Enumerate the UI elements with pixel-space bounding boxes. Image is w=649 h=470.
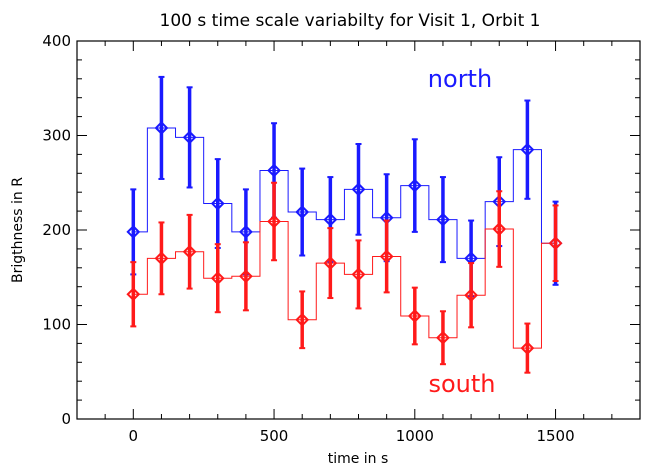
x-axis-label: time in s bbox=[328, 451, 389, 467]
x-axis: 0 500 1000 1500 bbox=[76, 41, 641, 445]
data-point-south bbox=[295, 312, 310, 327]
data-point-south bbox=[267, 214, 281, 229]
data-point-north bbox=[210, 196, 225, 211]
data-point-north bbox=[238, 224, 253, 239]
data-point-north bbox=[436, 212, 450, 227]
y-tick-label: 300 bbox=[42, 127, 71, 145]
data-point-north bbox=[323, 212, 338, 227]
y-axis: 0 100 200 300 400 bbox=[42, 32, 640, 428]
data-point-north bbox=[154, 121, 169, 135]
data-point-south bbox=[379, 249, 394, 264]
data-point-south bbox=[436, 330, 450, 345]
series-layer bbox=[126, 75, 563, 374]
x-tick-label: 500 bbox=[260, 427, 289, 445]
data-point-north bbox=[182, 130, 197, 145]
data-point-south bbox=[464, 288, 479, 303]
data-point-north bbox=[126, 224, 141, 239]
y-tick-label: 100 bbox=[42, 316, 71, 334]
chart-title: 100 s time scale variabilty for Visit 1,… bbox=[160, 11, 541, 31]
series-label-north: north bbox=[428, 65, 492, 93]
data-point-south bbox=[351, 267, 366, 282]
series-south bbox=[126, 181, 563, 374]
series-label-south: south bbox=[428, 370, 495, 398]
data-point-north bbox=[267, 163, 281, 178]
x-tick-label: 1500 bbox=[536, 427, 574, 445]
y-axis-label: Brigthness in R bbox=[10, 177, 26, 283]
x-tick-label: 0 bbox=[129, 427, 139, 445]
y-tick-label: 200 bbox=[42, 221, 71, 239]
data-point-north bbox=[407, 178, 422, 193]
data-point-north bbox=[295, 205, 310, 219]
data-point-south bbox=[210, 271, 225, 286]
y-tick-label: 400 bbox=[42, 32, 71, 50]
data-point-south bbox=[323, 256, 338, 270]
data-point-south bbox=[238, 269, 253, 284]
data-point-south bbox=[548, 236, 563, 251]
step-line-south bbox=[133, 220, 556, 349]
data-point-north bbox=[520, 142, 535, 157]
data-point-north bbox=[351, 182, 366, 197]
x-tick-label: 1000 bbox=[396, 427, 434, 445]
data-point-south bbox=[126, 287, 141, 302]
data-point-south bbox=[407, 309, 422, 323]
step-line-north bbox=[133, 127, 556, 259]
data-point-south bbox=[182, 244, 197, 259]
data-point-south bbox=[154, 251, 169, 266]
data-point-south bbox=[520, 341, 535, 356]
y-tick-label: 0 bbox=[61, 410, 71, 428]
data-point-south bbox=[492, 222, 507, 236]
